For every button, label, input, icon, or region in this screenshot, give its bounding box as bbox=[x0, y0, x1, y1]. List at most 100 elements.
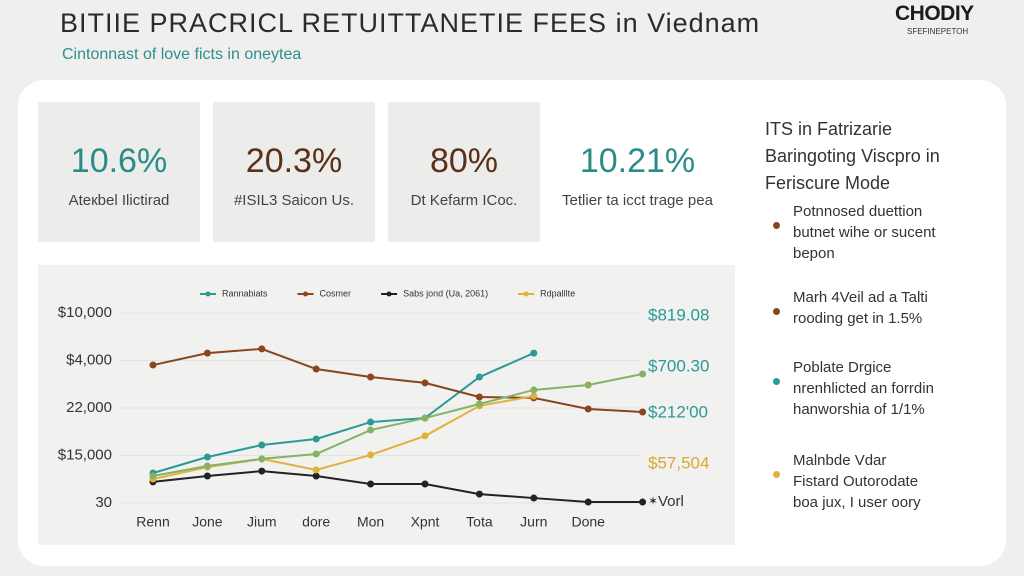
data-point bbox=[312, 365, 320, 373]
stat-value: 80% bbox=[429, 142, 499, 180]
legend-swatch bbox=[303, 291, 309, 297]
legend-label: Cosmer bbox=[320, 288, 352, 298]
legend-label: Sabs jond (Ua, 2061) bbox=[403, 288, 488, 298]
stat-card: 10.21% Tetlier ta icct trage pea bbox=[540, 102, 735, 242]
note-line: Potnnosed duettion bbox=[793, 203, 923, 220]
stat-label: Atекbel Ilictirad bbox=[68, 192, 170, 209]
note-line: bepon bbox=[793, 245, 835, 262]
data-point bbox=[421, 414, 429, 422]
stat-label: Dt Kefarm ICoc. bbox=[410, 192, 518, 209]
x-tick-label: Renn bbox=[136, 514, 169, 530]
data-point bbox=[530, 392, 538, 400]
chart: 30 $15,000 22,000 $4,000 $10,000 Renn Jone Jium… bbox=[58, 288, 710, 530]
bullet bbox=[773, 308, 780, 315]
data-point bbox=[421, 379, 429, 387]
x-tick-label: Done bbox=[571, 514, 605, 530]
data-point bbox=[584, 405, 592, 413]
data-point bbox=[584, 381, 592, 389]
sidebar-heading: Feriscure Mode bbox=[765, 173, 891, 193]
note-line: nrenhlicted an forrdin bbox=[793, 380, 934, 397]
bullet bbox=[773, 471, 780, 478]
bullet bbox=[773, 222, 780, 229]
chart-box bbox=[38, 265, 735, 545]
x-tick-label: Mon bbox=[357, 514, 384, 530]
data-point bbox=[530, 494, 538, 502]
y-tick-label: $4,000 bbox=[66, 351, 112, 368]
data-point bbox=[312, 435, 320, 443]
data-point bbox=[530, 386, 538, 394]
data-point bbox=[312, 466, 320, 474]
legend-swatch bbox=[205, 291, 211, 297]
x-tick-label: Jone bbox=[192, 514, 223, 530]
legend-swatch bbox=[523, 291, 529, 297]
data-point bbox=[475, 373, 483, 381]
x-tick-label: Jium bbox=[247, 514, 277, 530]
data-point bbox=[203, 472, 211, 480]
stat-card: 10.6% Atекbel Ilictirad bbox=[38, 102, 200, 242]
stat-value: 10.6% bbox=[70, 142, 168, 180]
series-line bbox=[152, 373, 643, 478]
data-point bbox=[203, 453, 211, 461]
end-label: $212'00 bbox=[648, 402, 708, 421]
note-line: Malnbde Vdar bbox=[793, 452, 887, 469]
stat-card: 20.3% #ISIL3 Saicon Us. bbox=[213, 102, 375, 242]
title: BITIIE PRACRICL RETUITTANETIE FEES in Vi… bbox=[60, 8, 761, 38]
stat-value: 20.3% bbox=[245, 142, 343, 180]
note-line: rooding get in 1.5% bbox=[793, 310, 923, 327]
data-point bbox=[258, 467, 266, 475]
stat-label: Tetlier ta icct trage pea bbox=[562, 192, 713, 209]
note-line: Fistard Outorodate bbox=[793, 473, 919, 490]
data-point bbox=[367, 451, 375, 459]
data-point bbox=[203, 462, 211, 470]
y-tick-label: $10,000 bbox=[58, 304, 112, 321]
y-tick-label: $15,000 bbox=[58, 446, 112, 463]
data-point bbox=[312, 450, 320, 458]
data-point bbox=[639, 408, 647, 416]
logo: CHODIY bbox=[895, 2, 974, 25]
y-tick-label: 30 bbox=[95, 494, 112, 511]
end-label: $700.30 bbox=[648, 356, 709, 375]
data-point bbox=[639, 370, 647, 378]
bullet bbox=[773, 378, 780, 385]
end-label: $57,504 bbox=[648, 453, 709, 472]
note-line: hanworshia of 1/1% bbox=[793, 401, 925, 418]
x-tick-label: Xpnt bbox=[411, 514, 440, 530]
y-tick-label: 22,000 bbox=[66, 399, 112, 416]
data-point bbox=[258, 455, 266, 463]
data-point bbox=[367, 418, 375, 426]
data-point bbox=[475, 490, 483, 498]
logo-subtitle: SFEFINEPETOH bbox=[907, 27, 969, 36]
x-tick-label: Tota bbox=[466, 514, 493, 530]
legend-swatch bbox=[386, 291, 392, 297]
stat-label: #ISIL3 Saicon Us. bbox=[233, 192, 355, 209]
data-point bbox=[530, 349, 538, 357]
stat-value: 10.21% bbox=[579, 142, 696, 180]
data-point bbox=[475, 393, 483, 401]
data-point bbox=[312, 472, 320, 480]
stat-card: 80% Dt Kefarm ICoc. bbox=[388, 102, 540, 242]
end-icon: ✶ bbox=[648, 494, 658, 508]
note-line: butnet wihe or sucent bbox=[793, 224, 936, 241]
legend-label: Rdpalllte bbox=[540, 288, 575, 298]
data-point bbox=[421, 432, 429, 440]
series-line bbox=[152, 470, 643, 504]
data-point bbox=[203, 349, 211, 357]
data-point bbox=[367, 373, 375, 381]
data-point bbox=[639, 498, 647, 506]
sidebar-heading: ITS in Fatrizarie bbox=[765, 119, 893, 139]
data-point bbox=[258, 441, 266, 449]
legend-label: Rannabiats bbox=[222, 288, 268, 298]
data-point bbox=[149, 472, 157, 480]
note-line: Poblate Drgice bbox=[793, 359, 892, 376]
data-point bbox=[421, 480, 429, 488]
data-point bbox=[367, 426, 375, 434]
note-line: boa jux, I user oory bbox=[793, 494, 921, 511]
end-label: Vorl bbox=[658, 493, 684, 510]
note-line: Marh 4Veil ad a Talti bbox=[793, 289, 928, 306]
series-line bbox=[152, 347, 643, 413]
data-point bbox=[584, 498, 592, 506]
x-tick-label: dore bbox=[302, 514, 330, 530]
x-tick-label: Jurn bbox=[520, 514, 547, 530]
sidebar-heading: Baringoting Viscpro in bbox=[765, 146, 940, 166]
